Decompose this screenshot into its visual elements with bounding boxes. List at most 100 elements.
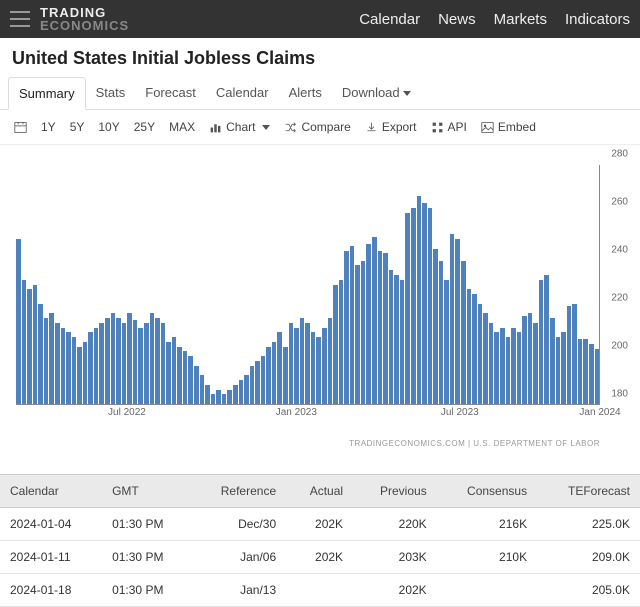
x-tick: Jul 2023: [441, 407, 479, 418]
nav-markets[interactable]: Markets: [494, 11, 547, 28]
embed-label: Embed: [498, 120, 536, 134]
chart-bar: [255, 361, 260, 404]
page-title: United States Initial Jobless Claims: [0, 38, 640, 77]
chart-bar: [22, 280, 27, 404]
table-row[interactable]: 2024-01-1801:30 PMJan/13202K205.0K: [0, 574, 640, 607]
chart-bar: [366, 244, 371, 404]
table-cell: 202K: [353, 574, 437, 607]
chart-bar: [127, 313, 132, 404]
chart-bar: [277, 332, 282, 404]
chart-bar: [111, 313, 116, 404]
chart-bar: [467, 289, 472, 404]
y-tick: 260: [611, 197, 628, 208]
table-cell: Jan/06: [192, 541, 287, 574]
nav-news[interactable]: News: [438, 11, 476, 28]
chart-bar: [55, 323, 60, 404]
compare-button[interactable]: Compare: [284, 120, 350, 134]
table-row[interactable]: 2024-01-1101:30 PMJan/06202K203K210K209.…: [0, 541, 640, 574]
chart-bar: [389, 270, 394, 404]
chevron-down-icon: [403, 91, 411, 96]
table-row[interactable]: 2024-01-0401:30 PMDec/30202K220K216K225.…: [0, 508, 640, 541]
hamburger-icon[interactable]: [10, 11, 30, 27]
chart-bar: [328, 318, 333, 404]
tab-download[interactable]: Download: [332, 77, 421, 109]
chart-bar: [511, 328, 516, 404]
jobless-claims-chart[interactable]: 180200220240260280 Jul 2022Jan 2023Jul 2…: [16, 165, 600, 405]
chart-bar: [489, 323, 494, 404]
chart-bar: [72, 337, 77, 404]
chart-bar: [417, 196, 422, 404]
tab-forecast[interactable]: Forecast: [135, 77, 206, 109]
chart-bar: [528, 313, 533, 404]
chart-bar: [383, 253, 388, 404]
table-cell: 205.0K: [537, 574, 640, 607]
range-max[interactable]: MAX: [169, 120, 195, 134]
chart-bar: [361, 261, 366, 404]
chart-bar: [99, 323, 104, 404]
chart-bar: [33, 285, 38, 405]
chart-bar: [144, 323, 149, 404]
chart-bar: [561, 332, 566, 404]
nav-calendar[interactable]: Calendar: [359, 11, 420, 28]
nav-indicators[interactable]: Indicators: [565, 11, 630, 28]
date-picker-icon[interactable]: [14, 121, 27, 134]
api-button[interactable]: API: [431, 120, 467, 134]
y-tick: 280: [611, 149, 628, 160]
chart-bar: [478, 304, 483, 404]
chart-bar: [444, 280, 449, 404]
chart-bar: [94, 328, 99, 404]
chart-bar: [439, 261, 444, 404]
brand-logo[interactable]: TRADING ECONOMICS: [40, 6, 129, 32]
table-cell: Dec/30: [192, 508, 287, 541]
chart-bar: [483, 313, 488, 404]
chart-bar: [244, 375, 249, 404]
y-tick: 180: [611, 389, 628, 400]
tab-summary[interactable]: Summary: [8, 77, 86, 110]
chart-bar: [311, 332, 316, 404]
chart-area: 180200220240260280 Jul 2022Jan 2023Jul 2…: [0, 145, 640, 435]
chart-bar: [122, 323, 127, 404]
chart-bars: [16, 165, 600, 405]
download-icon: [365, 121, 378, 134]
tab-alerts[interactable]: Alerts: [279, 77, 332, 109]
chart-bar: [533, 323, 538, 404]
chart-bar: [450, 234, 455, 404]
chart-type-button[interactable]: Chart: [209, 120, 270, 134]
chart-bar: [522, 316, 527, 404]
chart-bar: [378, 251, 383, 404]
chart-bar: [428, 208, 433, 404]
compare-label: Compare: [301, 120, 350, 134]
embed-button[interactable]: Embed: [481, 120, 536, 134]
chart-bar: [289, 323, 294, 404]
x-tick: Jan 2023: [276, 407, 317, 418]
x-tick: Jan 2024: [579, 407, 620, 418]
grid-icon: [431, 121, 444, 134]
chart-bar: [572, 304, 577, 404]
table-body: 2024-01-0401:30 PMDec/30202K220K216K225.…: [0, 508, 640, 607]
range-5y[interactable]: 5Y: [70, 120, 85, 134]
table-cell: 225.0K: [537, 508, 640, 541]
chart-bar: [239, 380, 244, 404]
tab-stats[interactable]: Stats: [86, 77, 136, 109]
chart-bar: [305, 323, 310, 404]
top-bar: TRADING ECONOMICS Calendar News Markets …: [0, 0, 640, 38]
range-10y[interactable]: 10Y: [98, 120, 119, 134]
chart-bar: [583, 339, 588, 404]
range-25y[interactable]: 25Y: [134, 120, 155, 134]
chart-bar: [155, 318, 160, 404]
table-cell: 202K: [286, 541, 353, 574]
table-cell: 01:30 PM: [102, 574, 192, 607]
table-header-cell: TEForecast: [537, 475, 640, 508]
chart-bar: [461, 261, 466, 404]
chart-bar: [300, 318, 305, 404]
tab-calendar[interactable]: Calendar: [206, 77, 279, 109]
chart-bar: [322, 328, 327, 404]
chart-bar: [44, 318, 49, 404]
table-cell: 216K: [437, 508, 537, 541]
chart-bar: [261, 356, 266, 404]
range-1y[interactable]: 1Y: [41, 120, 56, 134]
chart-bar: [355, 265, 360, 404]
table-cell: 203K: [353, 541, 437, 574]
chart-bar: [138, 328, 143, 404]
export-button[interactable]: Export: [365, 120, 417, 134]
